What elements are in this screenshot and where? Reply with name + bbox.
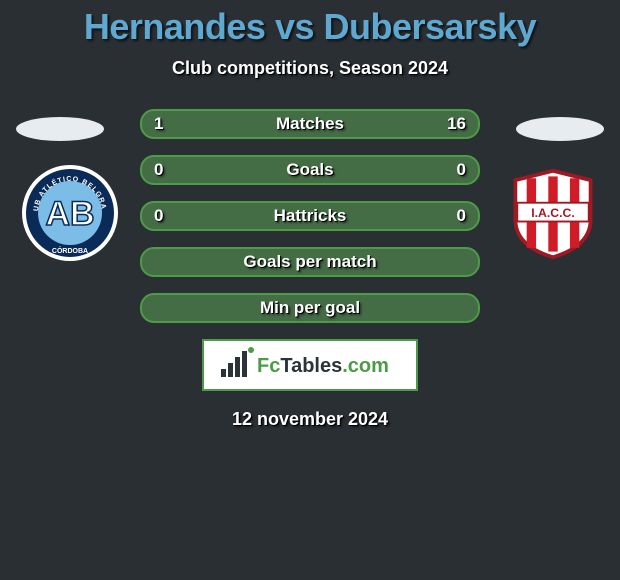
stat-bar-goals-per-match: Goals per match — [140, 247, 480, 277]
stat-label: Hattricks — [274, 206, 347, 225]
brand-box[interactable]: FcTables.com — [202, 339, 418, 391]
player-right-ellipse — [516, 117, 604, 141]
belgrano-crest-icon: CLUB ATLÉTICO BELGRANO CÓRDOBA AB — [20, 163, 120, 263]
stat-bar-matches: 1 Matches 16 — [140, 109, 480, 139]
stat-right-value: 0 — [457, 157, 466, 183]
stat-bar-min-per-goal: Min per goal — [140, 293, 480, 323]
fctables-logo-icon: FcTables.com — [215, 345, 405, 385]
stat-right-value: 16 — [447, 111, 466, 137]
svg-text:AB: AB — [45, 195, 94, 233]
stat-label: Matches — [276, 114, 344, 133]
stat-label: Goals per match — [243, 252, 376, 271]
stat-bar-hattricks: 0 Hattricks 0 — [140, 201, 480, 231]
stat-label: Goals — [286, 160, 333, 179]
instituto-crest-icon: I.A.C.C. — [506, 167, 600, 261]
subtitle: Club competitions, Season 2024 — [0, 58, 620, 79]
svg-text:CÓRDOBA: CÓRDOBA — [52, 246, 88, 255]
svg-text:FcTables.com: FcTables.com — [257, 355, 389, 377]
stat-bar-goals: 0 Goals 0 — [140, 155, 480, 185]
club-crest-right: I.A.C.C. — [506, 167, 600, 261]
stat-label: Min per goal — [260, 298, 360, 317]
stat-left-value: 0 — [154, 157, 163, 183]
page-title: Hernandes vs Dubersarsky — [0, 0, 620, 48]
stat-left-value: 1 — [154, 111, 163, 137]
club-crest-left: CLUB ATLÉTICO BELGRANO CÓRDOBA AB — [20, 163, 120, 263]
stat-left-value: 0 — [154, 203, 163, 229]
comparison-content: CLUB ATLÉTICO BELGRANO CÓRDOBA AB I.A.C.… — [0, 109, 620, 430]
date-text: 12 november 2024 — [0, 409, 620, 430]
svg-text:I.A.C.C.: I.A.C.C. — [531, 206, 574, 220]
player-left-ellipse — [16, 117, 104, 141]
stat-right-value: 0 — [457, 203, 466, 229]
stat-bars: 1 Matches 16 0 Goals 0 0 Hattricks 0 Goa… — [140, 109, 480, 323]
